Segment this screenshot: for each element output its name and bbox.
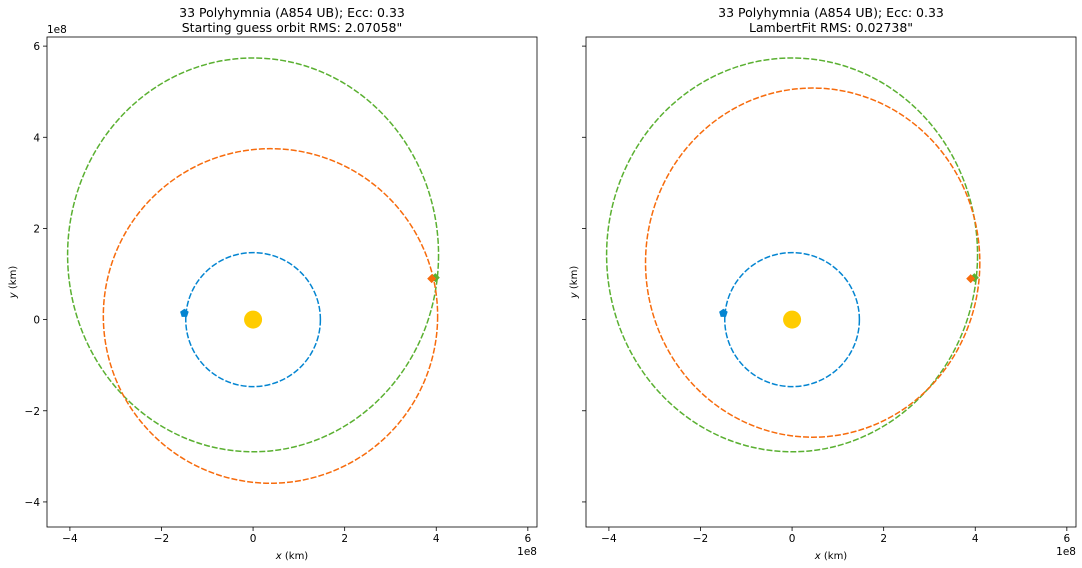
- orbit-2: [102, 147, 439, 484]
- tick-layer: −4 −2 0 2 4 6 −4 −2 0 2 4 6: [25, 41, 532, 545]
- y-tick-label: 4: [33, 132, 40, 144]
- sun-marker: [244, 310, 263, 329]
- orbit-0: [724, 251, 861, 388]
- x-axis-unit: (km): [285, 551, 308, 562]
- y-tick-label: 6: [33, 41, 40, 53]
- x-tick-label: 6: [524, 533, 531, 545]
- x-tick-label: 4: [433, 533, 440, 545]
- plot-frame: [46, 36, 538, 528]
- x-offset-label: 1e8: [1056, 546, 1076, 558]
- x-tick-label: −2: [693, 533, 708, 545]
- y-tick-label: 2: [33, 223, 40, 235]
- y-offset-label: 1e8: [47, 24, 67, 36]
- chart-subtitle: LambertFit RMS: 0.02738": [749, 20, 913, 35]
- x-axis-label: x (km): [814, 551, 848, 562]
- planet-marker-2: [427, 274, 437, 284]
- planet-marker-0: [180, 308, 189, 317]
- y-axis-unit: (km): [8, 266, 19, 289]
- y-axis-label: y (km): [8, 266, 19, 300]
- x-axis-var: x: [275, 551, 282, 562]
- y-axis-var: y: [8, 291, 19, 299]
- x-tick-label: −4: [601, 533, 617, 545]
- orbit-layer: [66, 57, 440, 484]
- x-axis-var: x: [814, 551, 821, 562]
- right-chart: 33 Polyhymnia (A854 UB); Ecc: 0.33 Lambe…: [569, 5, 1077, 562]
- marker-layer: [719, 273, 979, 329]
- x-axis-unit: (km): [824, 551, 847, 562]
- marker-layer: [180, 273, 440, 329]
- y-tick-label: −2: [25, 406, 40, 418]
- y-axis-unit: (km): [569, 266, 580, 289]
- tick-layer: −4 −2 0 2 4 6: [582, 45, 1070, 545]
- x-tick-label: 4: [972, 533, 979, 545]
- x-offset-label: 1e8: [517, 546, 537, 558]
- planet-marker-0: [719, 308, 728, 317]
- x-tick-label: 2: [341, 533, 348, 545]
- x-tick-label: −2: [154, 533, 169, 545]
- x-tick-label: 6: [1063, 533, 1070, 545]
- y-tick-label: −4: [25, 497, 41, 509]
- y-tick-label: 0: [33, 315, 40, 327]
- sun-marker: [783, 310, 802, 329]
- orbit-2: [644, 87, 981, 438]
- orbit-layer: [605, 57, 981, 453]
- plot-frame: [585, 36, 1077, 528]
- x-axis-label: x (km): [275, 551, 309, 562]
- chart-title: 33 Polyhymnia (A854 UB); Ecc: 0.33: [179, 5, 405, 20]
- x-tick-label: 0: [789, 533, 796, 545]
- x-tick-label: 2: [880, 533, 887, 545]
- left-chart: 33 Polyhymnia (A854 UB); Ecc: 0.33 Start…: [8, 5, 538, 562]
- y-axis-label: y (km): [569, 266, 580, 300]
- x-tick-label: 0: [250, 533, 257, 545]
- x-tick-label: −4: [62, 533, 78, 545]
- chart-title: 33 Polyhymnia (A854 UB); Ecc: 0.33: [718, 5, 944, 20]
- orbit-1: [605, 57, 979, 453]
- planet-marker-2: [966, 274, 976, 284]
- orbit-0: [185, 251, 322, 388]
- orbit-1: [66, 57, 440, 453]
- chart-subtitle: Starting guess orbit RMS: 2.07058": [182, 20, 402, 35]
- y-axis-var: y: [569, 291, 580, 299]
